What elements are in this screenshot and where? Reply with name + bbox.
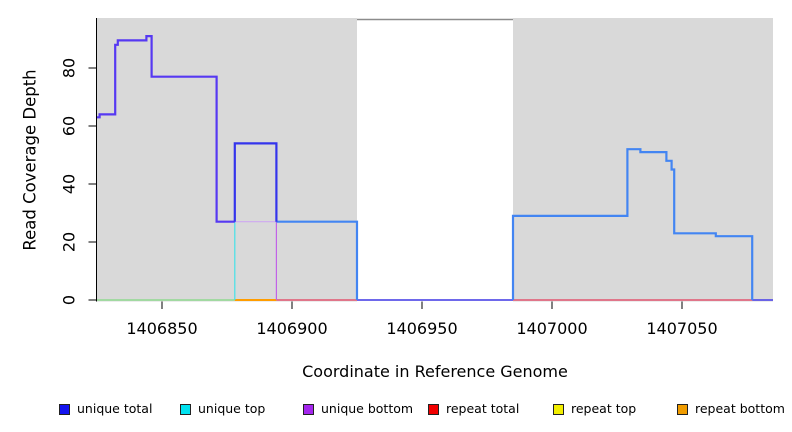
legend-swatch-icon	[428, 403, 439, 415]
legend-item-unique-bottom: unique bottom	[303, 400, 413, 418]
x-tick-label: 1406900	[256, 319, 328, 338]
y-tick-label: 80	[59, 57, 79, 79]
series-segment-unique-total-top-overlap-mid	[276, 220, 359, 300]
x-tick-label: 1407000	[516, 319, 588, 338]
legend-label: repeat total	[446, 401, 520, 416]
legend-item-unique-total: unique total	[59, 400, 152, 418]
legend-swatch-icon	[677, 403, 688, 415]
legend-swatch-icon	[59, 403, 70, 415]
x-tick-label: 1407050	[646, 319, 718, 338]
legend-item-unique-top: unique top	[180, 400, 265, 418]
series-segment-unique-total-bottom-overlap-left	[97, 34, 235, 223]
legend-item-repeat-bottom: repeat bottom	[677, 400, 785, 418]
legend-item-repeat-top: repeat top	[553, 400, 636, 418]
x-tick-label: 1406850	[126, 319, 198, 338]
x-tick-label: 1406950	[386, 319, 458, 338]
series-segment-unique-total-box	[233, 142, 278, 222]
legend-label: repeat bottom	[695, 401, 785, 416]
x-axis-title: Coordinate in Reference Genome	[302, 362, 568, 381]
coverage-region-background	[97, 18, 357, 302]
legend: unique total unique top unique bottom repea…	[0, 400, 792, 422]
legend-label: unique bottom	[321, 401, 414, 416]
y-axis-title-text: Read Coverage Depth	[20, 69, 40, 251]
legend-label: repeat top	[571, 401, 637, 416]
y-tick-label: 20	[59, 231, 79, 253]
legend-swatch-icon	[553, 403, 564, 415]
y-tick-label: 40	[59, 173, 79, 195]
y-tick-label: 60	[59, 115, 79, 137]
legend-swatch-icon	[180, 403, 191, 415]
legend-swatch-icon	[303, 403, 314, 415]
legend-label: unique top	[198, 401, 266, 416]
series-segment-unique-total-top-overlap-right	[511, 148, 754, 300]
legend-item-repeat-total: repeat total	[428, 400, 519, 418]
legend-label: unique total	[77, 401, 153, 416]
y-tick-label: 0	[59, 294, 79, 306]
coverage-region-background	[513, 18, 773, 302]
